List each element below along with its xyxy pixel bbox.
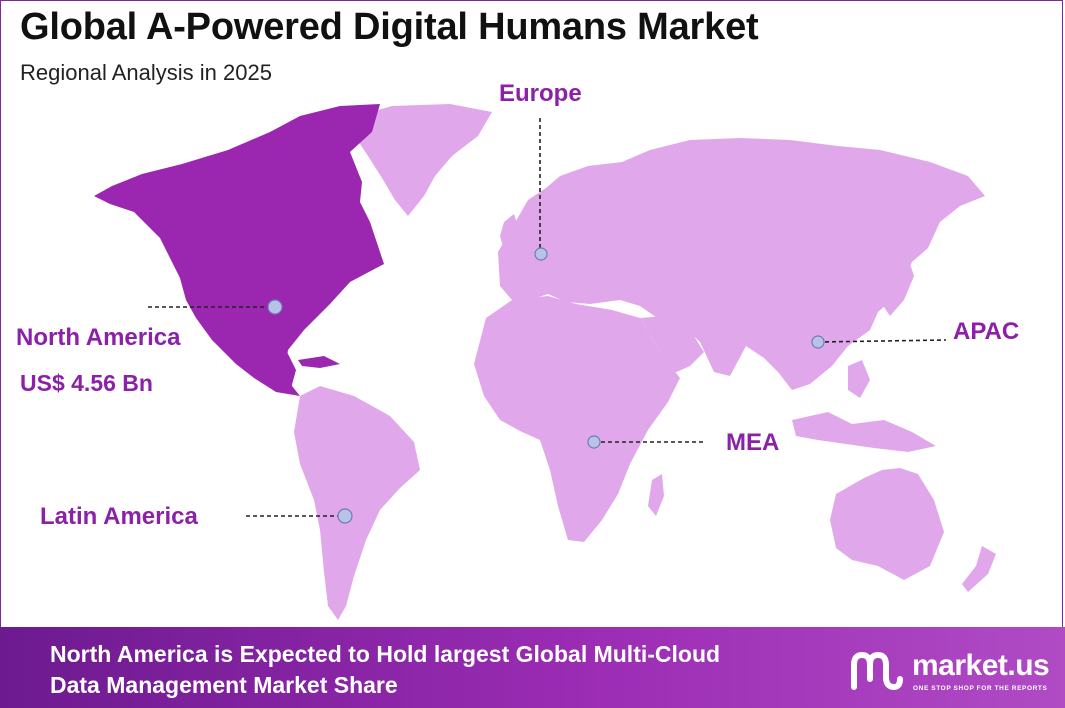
- latin-america-label: Latin America: [40, 503, 198, 530]
- new-zealand-shape: [962, 546, 996, 592]
- mea-marker: [587, 435, 601, 449]
- australia-shape: [830, 468, 944, 580]
- madagascar-shape: [648, 474, 664, 516]
- arabia-shape: [640, 316, 704, 374]
- africa-shape: [474, 296, 680, 542]
- brand-logo: market.us ONE STOP SHOP FOR THE REPORTS: [848, 649, 1058, 693]
- europe-marker: [534, 247, 548, 261]
- apac-leader-line: [817, 339, 947, 343]
- philippines-shape: [848, 360, 870, 398]
- apac-label: APAC: [953, 318, 1020, 345]
- greenland-shape: [350, 104, 492, 216]
- footer-line-1: North America is Expected to Hold larges…: [50, 641, 721, 667]
- brand-tagline: ONE STOP SHOP FOR THE REPORTS: [913, 685, 1048, 692]
- footer-text: North America is Expected to Hold larges…: [50, 639, 840, 701]
- south-america-shape: [294, 386, 420, 620]
- japan-shape: [882, 258, 914, 316]
- north-america-shape: [94, 104, 384, 396]
- footer-banner: North America is Expected to Hold larges…: [0, 627, 1065, 708]
- cuba-shape: [298, 356, 340, 368]
- page-subtitle: Regional Analysis in 2025: [20, 60, 272, 85]
- central-america-shape: [254, 344, 296, 392]
- brand-name: market.us: [912, 649, 1050, 682]
- footer-line-2: Data Management Market Share: [50, 672, 398, 698]
- latin-america-marker: [337, 508, 353, 524]
- north-america-marker: [267, 299, 283, 315]
- eurasia-shape: [498, 138, 985, 390]
- uk-shape: [500, 214, 520, 250]
- world-map: [94, 104, 996, 620]
- apac-marker: [811, 335, 825, 349]
- europe-label: Europe: [499, 80, 582, 107]
- north-america-value: US$ 4.56 Bn: [20, 370, 153, 396]
- mea-label: MEA: [726, 429, 780, 456]
- se-asia-islands-shape: [792, 412, 936, 452]
- market-us-logo-icon: [851, 651, 903, 691]
- scandinavia-shape: [540, 168, 602, 232]
- page-title: Global A-Powered Digital Humans Market: [20, 6, 759, 48]
- north-america-label: North America: [16, 324, 181, 351]
